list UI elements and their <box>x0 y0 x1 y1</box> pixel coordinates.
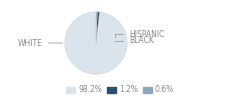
Legend: 98.2%, 1.2%, 0.6%: 98.2%, 1.2%, 0.6% <box>63 82 177 98</box>
Wedge shape <box>96 12 97 43</box>
Wedge shape <box>96 12 100 43</box>
Text: HISPANIC: HISPANIC <box>115 30 164 39</box>
Text: WHITE: WHITE <box>18 38 63 48</box>
Wedge shape <box>65 12 127 74</box>
Text: BLACK: BLACK <box>115 36 154 45</box>
